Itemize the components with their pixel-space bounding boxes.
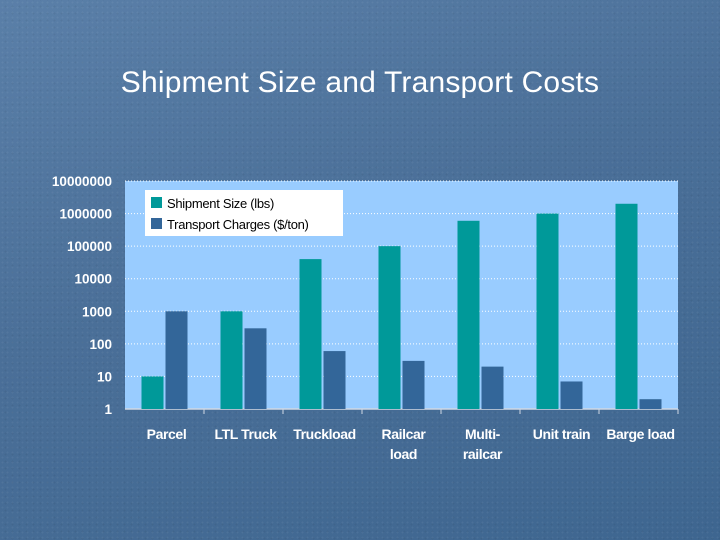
legend-swatch — [151, 218, 162, 229]
y-tick-label: 100 — [89, 337, 112, 352]
x-category-label: load — [390, 446, 417, 462]
bar-transport-charges — [323, 351, 346, 409]
bar-shipment-size — [615, 203, 638, 409]
bar-shipment-size — [378, 246, 401, 409]
y-tick-label: 1 — [104, 402, 112, 417]
y-tick-label: 100000 — [67, 239, 112, 254]
legend-label: Shipment Size (lbs) — [167, 196, 274, 211]
y-tick-label: 10000 — [74, 272, 112, 287]
x-category-label: Unit train — [533, 426, 590, 442]
bar-transport-charges — [165, 311, 188, 409]
x-category-label: Barge load — [606, 426, 674, 442]
slide-title: Shipment Size and Transport Costs — [120, 66, 600, 99]
bar-transport-charges — [560, 381, 583, 409]
x-category-label: LTL Truck — [214, 426, 277, 442]
x-category-label: Parcel — [147, 426, 187, 442]
bar-shipment-size — [457, 220, 480, 409]
y-tick-label: 1000 — [82, 304, 112, 319]
legend-swatch — [151, 197, 162, 208]
y-tick-label: 1000000 — [59, 207, 112, 222]
bar-transport-charges — [402, 360, 425, 409]
bar-shipment-size — [536, 213, 559, 409]
legend-box — [145, 190, 343, 236]
bar-transport-charges — [639, 399, 662, 409]
x-category-label: Truckload — [293, 426, 356, 442]
y-tick-label: 10000000 — [52, 174, 112, 189]
bar-transport-charges — [481, 366, 504, 409]
bar-transport-charges — [244, 328, 267, 409]
x-category-label: Railcar — [382, 426, 427, 442]
y-tick-label: 10 — [97, 369, 112, 384]
x-category-label: Multi- — [465, 426, 501, 442]
bar-shipment-size — [299, 259, 322, 409]
bar-shipment-size — [220, 311, 243, 409]
x-category-label: railcar — [463, 446, 503, 462]
legend-label: Transport Charges ($/ton) — [167, 217, 309, 232]
bar-shipment-size — [141, 376, 164, 409]
